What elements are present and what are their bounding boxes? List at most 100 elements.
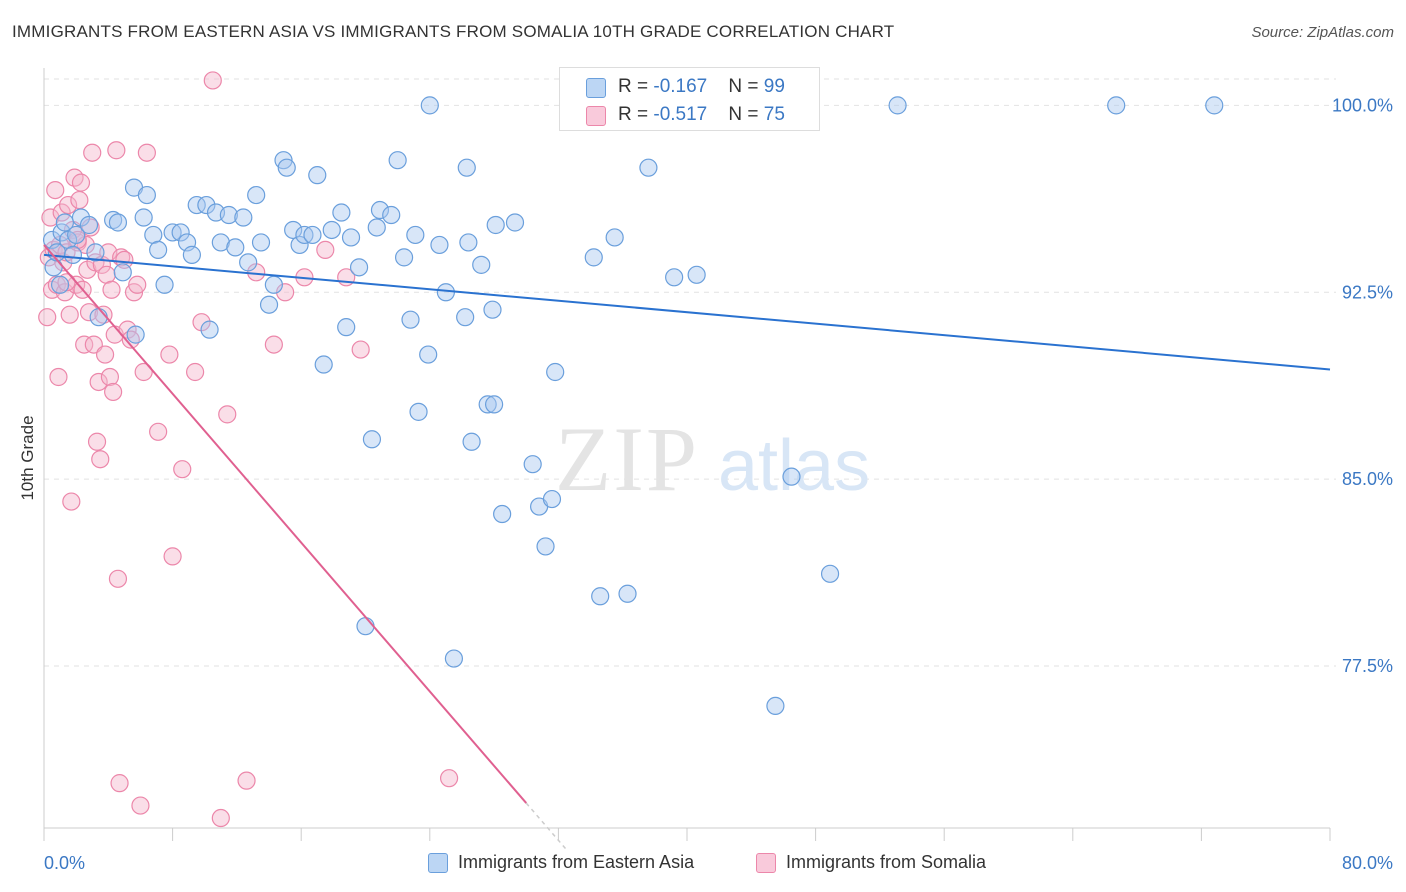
watermark-zip: ZIP — [555, 408, 699, 510]
legend-swatch-blue — [586, 78, 606, 98]
somalia-point — [100, 367, 120, 387]
eastern-asia-point — [462, 432, 481, 451]
somalia-trendline — [43, 244, 528, 804]
somalia-point — [52, 203, 71, 222]
eastern-asia-point — [219, 205, 238, 225]
bottom-swatch-pink — [756, 853, 776, 873]
eastern-asia-point — [290, 235, 309, 255]
somalia-point — [71, 173, 91, 192]
eastern-asia-point — [284, 220, 303, 240]
eastern-asia-point — [687, 265, 706, 284]
x-tick-label-min: 0.0% — [44, 853, 85, 873]
eastern-asia-point — [639, 158, 658, 177]
somalia-point — [439, 769, 459, 788]
eastern-asia-point — [137, 185, 156, 205]
eastern-asia-point — [337, 318, 356, 337]
bottom-legend-label-pink: Immigrants from Somalia — [786, 852, 987, 872]
y-tick-label: 92.5% — [1342, 282, 1393, 302]
eastern-asia-point — [44, 258, 63, 277]
eastern-asia-point — [356, 617, 375, 636]
tick-labels: 77.5% 85.0% 92.5% 100.0% 0.0% 80.0% — [44, 95, 1393, 873]
somalia-point — [83, 143, 102, 162]
eastern-asia-point — [472, 255, 491, 274]
somalia-point — [128, 275, 147, 294]
eastern-asia-point — [149, 240, 168, 260]
eastern-asia-point — [394, 248, 414, 267]
eastern-asia-point — [493, 504, 512, 524]
eastern-asia-point — [52, 223, 71, 242]
eastern-asia-point — [430, 235, 449, 255]
legend-text-pink: R = -0.517 N = 75 — [618, 104, 785, 126]
eastern-asia-point — [79, 215, 99, 235]
eastern-asia-point — [546, 362, 565, 382]
eastern-asia-point — [605, 228, 624, 247]
somalia-point — [41, 208, 60, 227]
eastern-asia-point — [1107, 96, 1126, 115]
somalia-point — [137, 143, 156, 162]
eastern-asia-point — [486, 215, 505, 235]
eastern-asia-point — [370, 200, 390, 220]
eastern-asia-point — [50, 275, 70, 294]
somalia-point — [203, 71, 222, 90]
n-value-blue: 99 — [763, 76, 785, 97]
somalia-point — [91, 450, 110, 469]
n-label-pink: N = — [728, 104, 764, 125]
chart-title: IMMIGRANTS FROM EASTERN ASIA VS IMMIGRAN… — [12, 22, 895, 41]
y-tick-label: 85.0% — [1342, 469, 1393, 489]
somalia-point — [38, 308, 57, 327]
eastern-asia-point — [155, 275, 174, 294]
somalia-point — [75, 335, 94, 354]
somalia-point — [351, 340, 370, 359]
y-axis-label: 10th Grade — [18, 415, 37, 500]
eastern-asia-point — [457, 158, 476, 177]
eastern-asia-point — [409, 402, 428, 421]
eastern-asia-point — [134, 208, 153, 227]
eastern-asia-point — [126, 325, 145, 344]
eastern-asia-point — [239, 253, 258, 272]
source-label: Source: ZipAtlas.com — [1251, 24, 1394, 41]
eastern-asia-point — [401, 310, 420, 329]
eastern-asia-point — [89, 308, 108, 327]
y-tick-label: 100.0% — [1332, 95, 1393, 115]
eastern-asia-point — [171, 223, 190, 242]
eastern-asia-point — [456, 308, 475, 327]
eastern-asia-point — [542, 489, 562, 509]
eastern-asia-point — [308, 166, 327, 185]
eastern-asia-point — [362, 430, 382, 449]
somalia-point — [62, 492, 81, 511]
eastern-asia-point — [200, 320, 219, 339]
watermark: ZIP atlas — [555, 408, 870, 510]
y-tick-label: 77.5% — [1342, 656, 1393, 676]
eastern-asia-point — [591, 587, 610, 606]
eastern-asia-point — [234, 208, 253, 227]
somalia-point — [160, 345, 179, 364]
r-value-pink: -0.517 — [653, 104, 708, 125]
legend-row-eastern-asia: R = -0.167 N = 99 — [560, 72, 819, 102]
eastern-asia-trendline — [43, 253, 1331, 371]
eastern-asia-point — [766, 696, 785, 716]
somalia-point — [173, 460, 192, 479]
eastern-asia-point — [211, 233, 230, 252]
eastern-asia-point — [523, 455, 542, 474]
eastern-asia-point — [436, 283, 455, 302]
eastern-asia-point — [419, 345, 438, 364]
eastern-asia-point — [247, 185, 266, 205]
eastern-asia-point — [382, 205, 401, 225]
r-label-blue: R = — [618, 76, 654, 97]
eastern-asia-point — [182, 245, 201, 264]
somalia-point — [108, 569, 128, 588]
somalia-point — [46, 180, 65, 200]
eastern-asia-point — [406, 225, 425, 245]
somalia-point — [70, 190, 89, 210]
eastern-asia-point — [1205, 96, 1224, 115]
eastern-asia-point — [63, 245, 83, 264]
eastern-asia-point — [104, 210, 123, 230]
grid-lines — [44, 78, 1336, 667]
somalia-point — [316, 240, 335, 260]
eastern-asia-point — [108, 213, 128, 232]
eastern-asia-point — [618, 584, 637, 603]
eastern-asia-point — [314, 355, 333, 374]
eastern-asia-point — [197, 195, 216, 215]
somalia-point — [54, 253, 73, 272]
